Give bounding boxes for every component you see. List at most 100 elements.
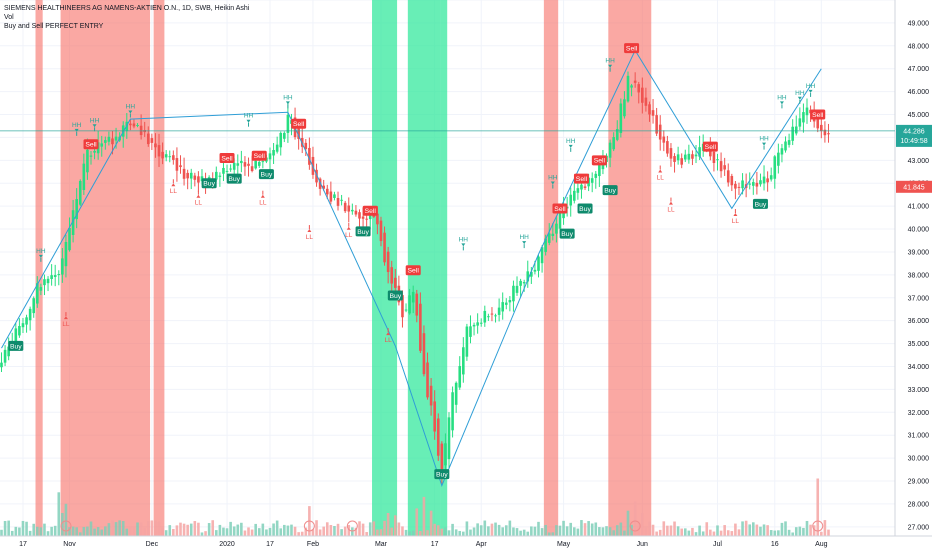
- candle-body: [325, 188, 329, 195]
- volume-bar: [676, 526, 680, 536]
- candle-body: [590, 178, 594, 183]
- candle-body: [340, 199, 343, 201]
- volume-bar: [347, 524, 351, 536]
- volume-bar: [243, 530, 247, 536]
- hh-arrow: [74, 128, 79, 132]
- candle-body: [633, 80, 637, 83]
- volume-bar: [0, 529, 3, 536]
- candle-body: [734, 183, 737, 189]
- symbol-title[interactable]: SIEMENS HEALTHINEERS AG NAMENS-AKTIEN O.…: [4, 5, 250, 12]
- volume-bar: [623, 530, 626, 536]
- candle-body: [283, 132, 286, 139]
- candle-body: [630, 85, 633, 88]
- strategy-indicator-label[interactable]: Buy and Sell PERFECT ENTRY: [4, 23, 104, 30]
- volume-bar: [633, 501, 637, 536]
- volume-bar: [211, 520, 215, 536]
- candle-body: [719, 161, 723, 172]
- sell-badge: [405, 265, 421, 276]
- candle-body: [268, 153, 272, 160]
- candle-body: [93, 150, 96, 153]
- buy-label: Buy: [357, 229, 369, 236]
- candle-body: [229, 168, 232, 170]
- sell-label: Sell: [705, 144, 717, 151]
- volume-bar: [562, 520, 565, 536]
- volume-bar: [107, 523, 111, 536]
- price-tick-label: 46.000: [908, 89, 930, 96]
- ll-arrow: [658, 169, 663, 173]
- volume-bar: [515, 528, 519, 536]
- ll-label: LL: [657, 175, 665, 182]
- candle-body: [379, 220, 383, 242]
- candle-body: [354, 210, 358, 215]
- ll-arrow: [346, 226, 351, 230]
- volume-bar: [164, 530, 168, 536]
- volume-bar: [565, 526, 569, 536]
- candle-body: [644, 97, 648, 106]
- time-tick-label: 16: [771, 541, 779, 548]
- volume-bar: [605, 526, 608, 536]
- volume-indicator-label[interactable]: Vol: [4, 14, 14, 21]
- candle-body: [569, 194, 573, 206]
- volume-bar: [39, 527, 43, 536]
- volume-bar: [365, 532, 368, 536]
- candle-body: [615, 128, 619, 140]
- volume-bar: [14, 526, 18, 536]
- candle-body: [547, 233, 551, 243]
- candle-body: [329, 191, 333, 202]
- ll-label: LL: [170, 188, 178, 195]
- volume-bar: [361, 523, 365, 536]
- time-tick-label: 17: [19, 541, 27, 548]
- volume-bar: [333, 526, 336, 536]
- volume-bar: [723, 525, 726, 536]
- volume-bar: [53, 525, 57, 536]
- candle-body: [662, 136, 666, 143]
- volume-bar: [436, 525, 440, 536]
- candle-body: [250, 166, 254, 172]
- sell-badge: [702, 141, 718, 152]
- volume-bar: [404, 529, 408, 536]
- candle-body: [215, 171, 218, 180]
- candle-body: [286, 114, 290, 133]
- time-axis[interactable]: 17 Nov Dec 2020 17 Feb Mar 17 Apr May Jun Jul 16 Aug: [0, 535, 932, 550]
- volume-bar: [372, 521, 376, 536]
- volume-bar: [139, 522, 143, 536]
- hh-arrow: [461, 243, 466, 247]
- candle-body: [3, 349, 7, 363]
- candle-body: [465, 326, 469, 357]
- buy-badge: [258, 169, 274, 180]
- volume-bar: [86, 526, 89, 536]
- volume-bar: [10, 530, 14, 536]
- hh-label: HH: [90, 117, 100, 124]
- candle-body: [773, 156, 777, 179]
- candle-body: [716, 159, 719, 161]
- volume-bar: [547, 532, 551, 536]
- volume-bar: [343, 526, 347, 536]
- volume-bar: [812, 525, 816, 536]
- candles: [0, 71, 830, 484]
- volume-bar: [809, 524, 812, 536]
- volume-bar: [544, 524, 547, 536]
- buy-badge: [577, 203, 593, 214]
- volume-bar: [691, 527, 694, 536]
- volume-bar: [408, 531, 411, 536]
- candle-body: [25, 317, 28, 325]
- time-tick-label: Dec: [146, 541, 159, 548]
- candle-body: [730, 175, 734, 186]
- candle-body: [440, 443, 444, 475]
- price-tick-label: 29.000: [908, 479, 930, 486]
- volume-bars: [0, 478, 830, 536]
- event-circle-icon: [346, 520, 358, 532]
- candle-body: [555, 223, 558, 234]
- sell-zone: [60, 0, 151, 536]
- candle-body: [82, 163, 86, 191]
- volume-bar: [798, 526, 802, 536]
- sell-badge: [362, 205, 378, 216]
- price-tick-label: 39.000: [908, 249, 930, 256]
- volume-bar: [479, 525, 483, 536]
- volume-bar: [315, 520, 318, 536]
- sell-label: Sell: [576, 176, 588, 183]
- candle-body: [666, 141, 669, 154]
- buy-label: Buy: [579, 206, 591, 213]
